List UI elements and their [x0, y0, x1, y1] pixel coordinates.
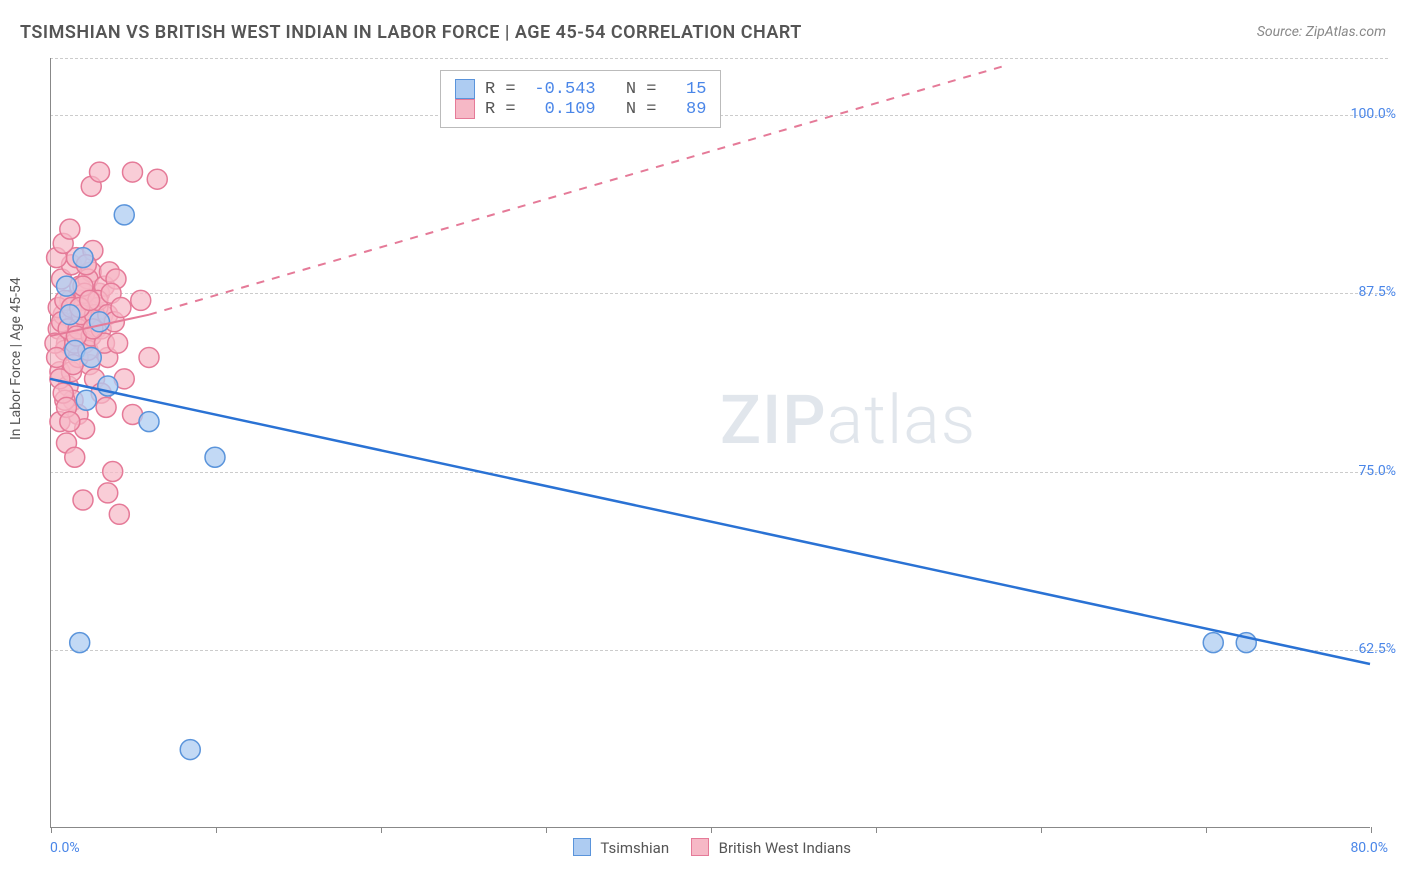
swatch-tsimshian-icon — [455, 79, 475, 99]
n-value-bwi: 89 — [666, 100, 706, 119]
r-label: R = — [485, 100, 516, 119]
stats-row-tsimshian: R = -0.543 N = 15 — [455, 79, 706, 99]
chart-title: TSIMSHIAN VS BRITISH WEST INDIAN IN LABO… — [20, 22, 802, 43]
legend-label-tsimshian: Tsimshian — [600, 839, 669, 857]
r-value-bwi: 0.109 — [526, 100, 596, 119]
r-label: R = — [485, 80, 516, 99]
n-label: N = — [626, 80, 657, 99]
source-name: ZipAtlas.com — [1306, 24, 1386, 40]
y-axis-label: In Labor Force | Age 45-54 — [8, 277, 24, 440]
plot-svg — [50, 58, 1370, 828]
stats-legend-box: R = -0.543 N = 15 R = 0.109 N = 89 — [440, 70, 721, 128]
legend-swatch-bwi-icon — [691, 838, 709, 856]
legend-swatch-tsimshian-icon — [573, 838, 591, 856]
r-value-tsimshian: -0.543 — [526, 80, 596, 99]
n-value-tsimshian: 15 — [666, 80, 706, 99]
series-legend: Tsimshian British West Indians — [0, 838, 1406, 857]
correlation-chart: TSIMSHIAN VS BRITISH WEST INDIAN IN LABO… — [0, 0, 1406, 892]
n-label: N = — [626, 100, 657, 119]
legend-label-bwi: British West Indians — [719, 839, 851, 857]
stats-row-bwi: R = 0.109 N = 89 — [455, 99, 706, 119]
swatch-bwi-icon — [455, 99, 475, 119]
chart-source: Source: ZipAtlas.com — [1257, 24, 1386, 40]
source-prefix: Source: — [1257, 24, 1306, 40]
